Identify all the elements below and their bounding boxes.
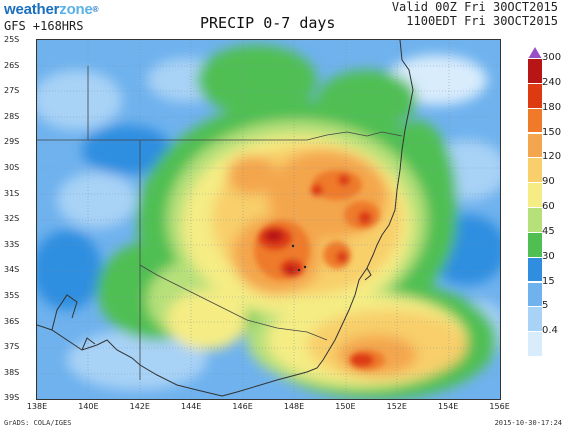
- longitude-label: 146E: [232, 402, 253, 411]
- legend-color-swatch: [528, 157, 542, 183]
- longitude-label: 148E: [283, 402, 305, 411]
- legend-label: 0.4: [542, 325, 558, 337]
- weatherzone-logo: weatherzone®: [4, 1, 144, 18]
- latitude-label: 32S: [4, 214, 20, 224]
- legend-color-swatch: [528, 306, 542, 332]
- legend-label: 120: [542, 151, 562, 163]
- logo-registered-mark: ®: [92, 5, 99, 14]
- longitude-label: 144E: [181, 402, 202, 411]
- latitude-label: 37S: [4, 342, 20, 352]
- header-left: weatherzone® GFS +168HRS: [4, 1, 144, 33]
- legend-color-swatch: [528, 256, 542, 282]
- legend-label: 60: [542, 201, 555, 212]
- legend-color-swatch: [528, 182, 542, 207]
- latitude-label: 29S: [4, 137, 20, 147]
- legend-top-arrow: [528, 47, 542, 59]
- precip-map-svg: [37, 40, 500, 399]
- legend-label: 15: [542, 275, 555, 287]
- precip-legend-bar: [528, 58, 542, 356]
- legend-label: 5: [542, 300, 549, 312]
- valid-time-utc: Valid 00Z Fri 30OCT2015: [391, 0, 558, 14]
- longitude-label: 154E: [438, 402, 459, 411]
- latitude-label: 31S: [4, 188, 20, 198]
- longitude-label: 138E: [26, 402, 48, 411]
- legend-label: 45: [542, 225, 555, 237]
- map-graticule: [37, 40, 500, 399]
- legend-label: 30: [542, 250, 555, 262]
- legend-label: 90: [542, 176, 555, 188]
- legend-color-swatch: [528, 231, 542, 257]
- legend-color-swatch: [528, 132, 542, 158]
- legend-color-swatch: [528, 207, 542, 232]
- footer-timestamp: 2015-10-30-17:24: [494, 419, 562, 427]
- map-title: PRECIP 0-7 days: [200, 14, 336, 32]
- model-label: GFS +168HRS: [4, 19, 84, 33]
- legend-label: 150: [542, 126, 562, 138]
- longitude-label: 140E: [78, 402, 99, 411]
- footer-credit: GrADS: COLA/IGES: [4, 419, 72, 427]
- legend-color-swatch: [528, 82, 542, 108]
- valid-time-local: 1100EDT Fri 30OCT2015: [406, 14, 558, 28]
- precip-map: [36, 39, 501, 400]
- latitude-label: 35S: [4, 291, 20, 300]
- logo-text-zone: zone: [59, 1, 93, 18]
- latitude-label: 39S: [4, 393, 20, 403]
- longitude-label: 142E: [129, 402, 150, 411]
- latitude-label: 34S: [4, 265, 20, 275]
- latitude-label: 33S: [4, 239, 20, 249]
- latitude-label: 25S: [4, 35, 20, 44]
- longitude-label: 150E: [335, 402, 356, 411]
- longitude-label: 152E: [386, 402, 407, 411]
- legend-color-swatch: [528, 107, 542, 133]
- valid-time: Valid 00Z Fri 30OCT2015 1100EDT Fri 30OC…: [392, 0, 558, 28]
- state-borders: [37, 66, 403, 380]
- latitude-label: 28S: [4, 111, 20, 121]
- legend-color-swatch: [528, 58, 542, 83]
- legend-color-swatch: [528, 331, 542, 356]
- latitude-label: 38S: [4, 367, 20, 377]
- latitude-label: 27S: [4, 86, 20, 96]
- latitude-label: 26S: [4, 60, 20, 70]
- longitude-label: 156E: [489, 402, 510, 411]
- legend-label: 240: [542, 76, 562, 88]
- legend-label: 180: [542, 101, 562, 113]
- latitude-label: 36S: [4, 316, 20, 326]
- legend-label: 300: [542, 52, 562, 63]
- logo-text-weather: weather: [4, 1, 60, 18]
- precip-field: [37, 45, 500, 399]
- coastline: [37, 40, 414, 397]
- city-markers: [291, 244, 307, 272]
- latitude-label: 30S: [4, 163, 20, 172]
- legend-color-swatch: [528, 281, 542, 307]
- precip-heavy-cores: [254, 170, 385, 370]
